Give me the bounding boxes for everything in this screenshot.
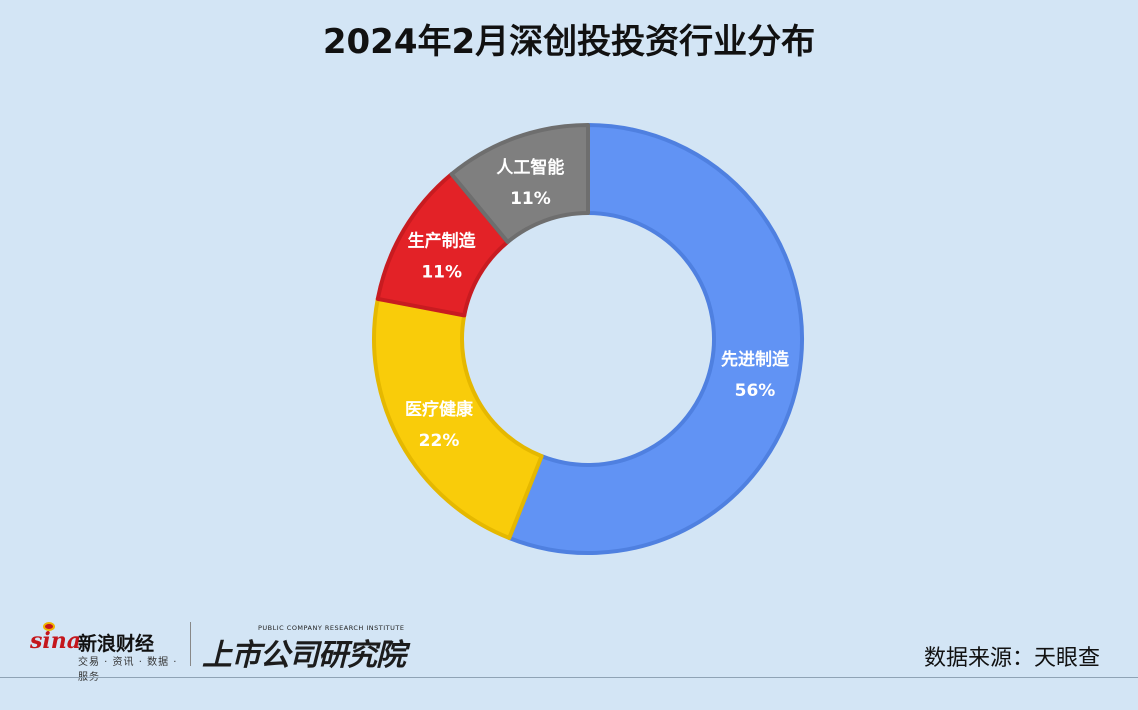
- slice-category-label: 生产制造: [408, 230, 477, 251]
- donut-slice-2: [372, 296, 544, 540]
- logo-area: sina 新浪财经 交易 · 资讯 · 数据 · 服务 PUBLIC COMPA…: [30, 620, 420, 683]
- slice-category-label: 先进制造: [721, 349, 790, 370]
- donut-chart: 先进制造 56% 医疗健康 22% 生产制造 11% 人工智能 11%: [372, 123, 804, 555]
- donut-slice-4: [449, 123, 590, 244]
- sina-wordmark: sina: [30, 628, 81, 654]
- slice-value-label: 56%: [735, 381, 776, 401]
- institute-logo: PUBLIC COMPANY RESEARCH INSTITUTE 上市公司研究…: [202, 620, 412, 673]
- institute-english-name: PUBLIC COMPANY RESEARCH INSTITUTE: [258, 624, 405, 632]
- logo-divider: [190, 622, 191, 666]
- slice-category-label: 医疗健康: [405, 399, 474, 420]
- sina-finance-tagline: 交易 · 资讯 · 数据 · 服务: [78, 657, 178, 683]
- institute-chinese-name: 上市公司研究院: [202, 638, 406, 673]
- slice-value-label: 22%: [419, 431, 460, 451]
- sina-eye-icon: [43, 622, 55, 631]
- donut-slice-1: [507, 123, 804, 555]
- sina-finance-logo: sina 新浪财经 交易 · 资讯 · 数据 · 服务: [30, 620, 180, 683]
- data-source: 数据来源：天眼查: [923, 646, 1100, 671]
- chart-title: 2024年2月深创投投资行业分布: [322, 22, 816, 62]
- slice-value-label: 11%: [510, 189, 551, 209]
- sina-finance-name: 新浪财经: [78, 633, 155, 655]
- footer-divider: [0, 677, 1138, 678]
- slice-category-label: 人工智能: [496, 157, 564, 178]
- slice-value-label: 11%: [421, 262, 462, 282]
